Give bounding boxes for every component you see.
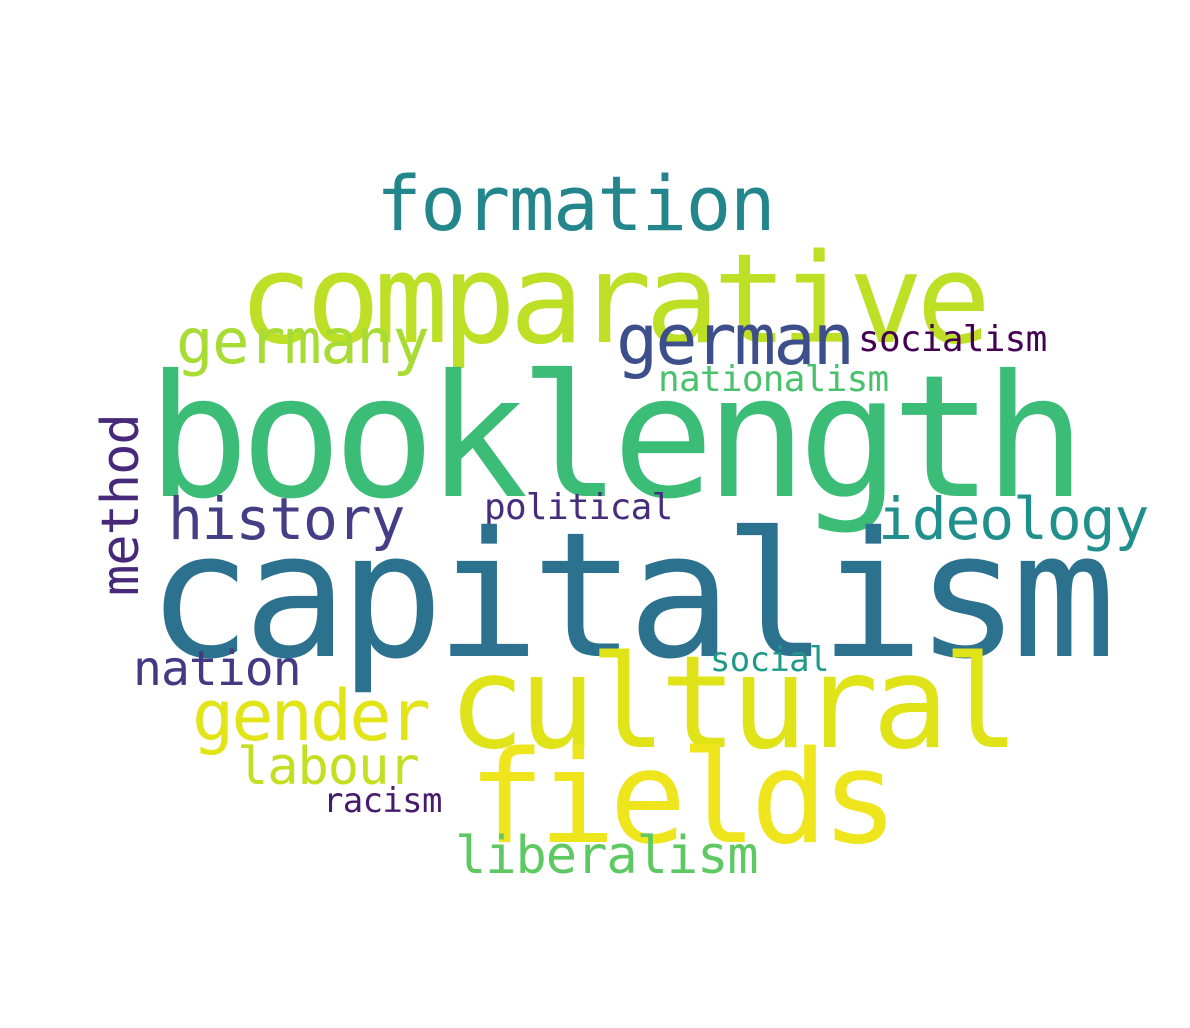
word-history: history	[168, 485, 405, 553]
word-socialism: socialism	[858, 319, 1047, 360]
word-fields: fields	[468, 724, 898, 873]
word-ideology: ideology	[878, 485, 1149, 553]
word-liberalism: liberalism	[455, 826, 759, 886]
word-booklength: booklength	[147, 339, 1086, 537]
word-nation: nation	[133, 641, 302, 697]
word-gender: gender	[192, 675, 431, 757]
word-germany: germany	[176, 305, 430, 378]
word-social: social	[710, 640, 829, 680]
word-comparative: comparative	[238, 228, 991, 372]
word-labour: labour	[237, 737, 420, 797]
word-political: political	[484, 487, 673, 528]
word-german: german	[616, 299, 855, 381]
word-cultural: cultural	[448, 629, 1020, 778]
word-racism: racism	[323, 781, 442, 821]
word-capitalism: capitalism	[147, 495, 1116, 698]
word-nationalism: nationalism	[658, 359, 889, 400]
word-formation: formation	[376, 159, 776, 248]
word-method: method	[91, 414, 151, 596]
